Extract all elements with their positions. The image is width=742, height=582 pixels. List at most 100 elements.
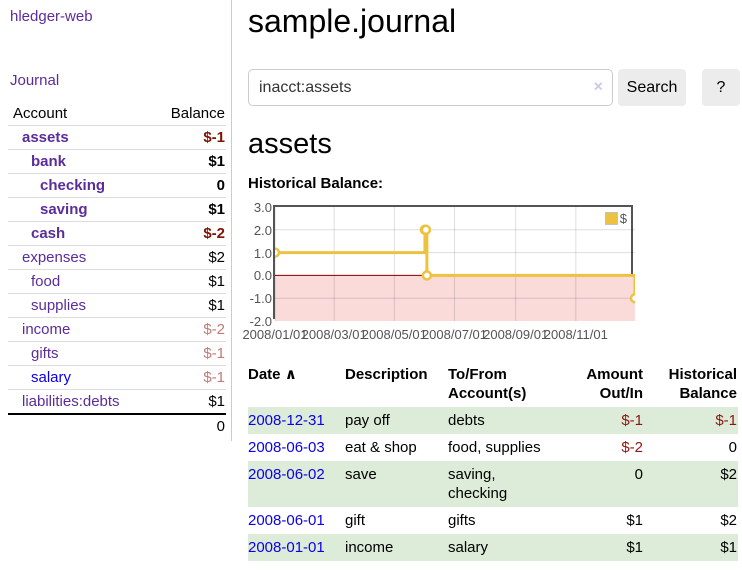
- transaction-accounts: gifts: [448, 512, 476, 529]
- y-axis-tick-label: 2.0: [253, 222, 272, 238]
- transaction-amount: $-1: [621, 412, 643, 429]
- account-link-supplies[interactable]: supplies: [31, 297, 87, 314]
- account-link-cash[interactable]: cash: [31, 225, 66, 242]
- sidebar-item-journal[interactable]: Journal: [10, 72, 60, 89]
- transaction-amount: $1: [626, 539, 643, 556]
- account-balance: $-1: [203, 129, 225, 146]
- main-content: sample.journal × Search ? assets Histori…: [233, 0, 742, 582]
- account-row: income $-2: [8, 318, 226, 342]
- transaction-accounts: salary: [448, 539, 489, 556]
- data-point-marker: [421, 270, 433, 281]
- balance-column-header: Balance: [170, 105, 225, 122]
- account-row: saving $1: [8, 198, 226, 222]
- chart-legend: $: [603, 210, 628, 227]
- account-heading: assets: [248, 128, 332, 160]
- account-balance: $-2: [203, 321, 225, 338]
- account-balance: $1: [208, 297, 225, 314]
- account-row: salary $-1: [8, 366, 226, 390]
- transaction-date-link[interactable]: 2008-06-02: [248, 466, 325, 483]
- transaction-row: 2008-01-01 income salary $1 $1: [248, 534, 738, 561]
- search-form: × Search ?: [248, 69, 742, 106]
- search-input[interactable]: [248, 69, 613, 106]
- transaction-amount: $-2: [621, 439, 643, 456]
- page-title: sample.journal: [248, 3, 457, 39]
- legend-series-label: $: [619, 211, 627, 226]
- sidebar: hledger-web Journal Account Balance asse…: [0, 0, 232, 441]
- accounts-column-header: To/From Account(s): [448, 366, 527, 402]
- transaction-date-link[interactable]: 2008-06-03: [248, 439, 325, 456]
- x-axis-tick-label: 2008/05/01: [361, 327, 427, 342]
- negative-region: [275, 275, 635, 321]
- help-button[interactable]: ?: [702, 69, 740, 106]
- transaction-balance: $1: [720, 539, 737, 556]
- transaction-description: income: [345, 539, 394, 556]
- transaction-row: 2008-06-01 gift gifts $1 $2: [248, 507, 738, 534]
- transaction-date-link[interactable]: 2008-06-01: [248, 512, 325, 529]
- register-header-row: Date ∧ Description To/From Account(s) Am…: [248, 365, 738, 407]
- transaction-amount: 0: [634, 466, 643, 483]
- account-balance: $-1: [203, 345, 225, 362]
- account-row: food $1: [8, 270, 226, 294]
- transaction-balance: $2: [720, 512, 737, 529]
- sort-ascending-icon: ∧: [284, 366, 297, 383]
- account-column-header: Account: [13, 105, 68, 122]
- transaction-row: 2008-12-31 pay off debts $-1 $-1: [248, 407, 738, 434]
- transaction-accounts: food, supplies: [448, 439, 541, 456]
- account-row: liabilities:debts $1: [8, 390, 226, 414]
- y-axis-tick-label: 1.0: [253, 245, 272, 261]
- y-axis-tick-label: 0.0: [253, 268, 272, 284]
- account-total-row: 0: [8, 413, 226, 438]
- historical-balance-chart: 3.0 2.0 1.0 0.0 -1.0 -2.0 $ 2008/01/01 2008/03…: [242, 200, 742, 345]
- search-input-wrap: ×: [248, 69, 613, 106]
- account-table-header-row: Account Balance: [8, 105, 226, 126]
- register-table: Date ∧ Description To/From Account(s) Am…: [248, 365, 738, 561]
- transaction-date-link[interactable]: 2008-01-01: [248, 539, 325, 556]
- account-balance: $1: [208, 273, 225, 290]
- transaction-balance: $-1: [715, 412, 737, 429]
- transaction-accounts: debts: [448, 412, 485, 429]
- transaction-amount: $1: [626, 512, 643, 529]
- y-axis-tick-label: -1.0: [249, 291, 272, 307]
- account-row: gifts $-1: [8, 342, 226, 366]
- search-button[interactable]: Search: [618, 69, 686, 106]
- account-balance-table: Account Balance assets $-1 bank $1 check…: [8, 105, 226, 438]
- account-row: checking 0: [8, 174, 226, 198]
- x-axis-tick-label: 2008/09/01: [483, 327, 549, 342]
- account-row: cash $-2: [8, 222, 226, 246]
- app-title-link[interactable]: hledger-web: [10, 8, 93, 25]
- account-link-checking[interactable]: checking: [40, 177, 106, 194]
- chart-title: Historical Balance:: [248, 175, 384, 192]
- clear-search-icon[interactable]: ×: [593, 78, 603, 96]
- account-row: assets $-1: [8, 126, 226, 150]
- y-axis-tick-label: 3.0: [253, 200, 272, 215]
- account-link-salary[interactable]: salary: [31, 369, 72, 386]
- account-row: expenses $2: [8, 246, 226, 270]
- account-link-assets[interactable]: assets: [22, 129, 69, 146]
- transaction-description: eat & shop: [345, 439, 417, 456]
- account-total-balance: 0: [216, 417, 225, 435]
- x-axis-tick-label: 2008/07/01: [421, 327, 488, 342]
- description-column-header: Description: [345, 366, 428, 383]
- account-link-bank[interactable]: bank: [31, 153, 67, 170]
- account-link-gifts[interactable]: gifts: [31, 345, 59, 362]
- amount-column-header: Amount Out/In: [586, 366, 643, 402]
- date-column-header: Date ∧: [248, 365, 345, 407]
- date-header-label: Date: [248, 366, 281, 383]
- data-point-marker: [275, 247, 281, 258]
- account-row: bank $1: [8, 150, 226, 174]
- x-axis-tick-label: 2008/01/01: [242, 327, 308, 342]
- account-link-saving[interactable]: saving: [40, 201, 88, 218]
- transaction-balance: 0: [728, 439, 737, 456]
- account-link-liabilities-debts[interactable]: liabilities:debts: [22, 392, 120, 410]
- account-link-income[interactable]: income: [22, 321, 71, 338]
- account-link-food[interactable]: food: [31, 273, 61, 290]
- transaction-description: gift: [345, 512, 366, 529]
- transaction-date-link[interactable]: 2008-12-31: [248, 412, 325, 429]
- transaction-description: pay off: [345, 412, 390, 429]
- account-balance: $1: [208, 153, 225, 170]
- data-point-marker: [629, 292, 635, 304]
- transaction-balance: $2: [720, 466, 737, 483]
- legend-color-swatch-icon: [604, 212, 618, 225]
- account-balance: $-2: [203, 225, 225, 242]
- account-link-expenses[interactable]: expenses: [22, 249, 87, 266]
